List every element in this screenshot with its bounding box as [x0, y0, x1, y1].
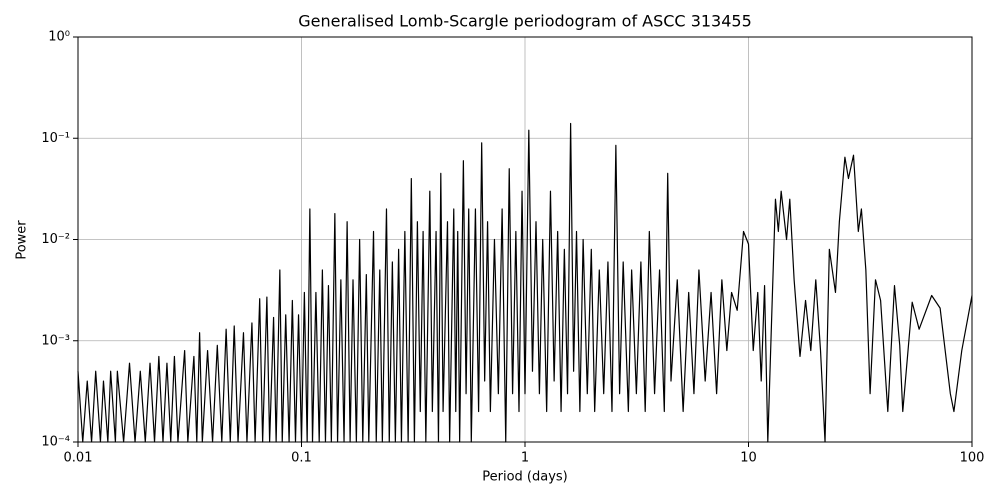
- periodogram-line: [77, 122, 973, 443]
- plot-frame: [77, 36, 973, 443]
- y-tick-label: 10⁻⁴: [41, 435, 70, 450]
- x-tick-label: 100: [960, 451, 985, 466]
- y-tick-label: 10⁰: [48, 30, 70, 45]
- chart-title: Generalised Lomb-Scargle periodogram of …: [298, 12, 752, 31]
- y-tick-label: 10⁻²: [41, 232, 70, 247]
- x-axis-label: Period (days): [482, 470, 568, 485]
- y-tick-label: 10⁻³: [41, 333, 70, 348]
- x-tick-label: 0.01: [64, 451, 93, 466]
- y-axis-label: Power: [15, 220, 30, 260]
- x-tick-label: 1: [521, 451, 529, 466]
- y-tick-label: 10⁻¹: [41, 131, 70, 146]
- x-tick-label: 0.1: [291, 451, 312, 466]
- x-tick-label: 10: [740, 451, 757, 466]
